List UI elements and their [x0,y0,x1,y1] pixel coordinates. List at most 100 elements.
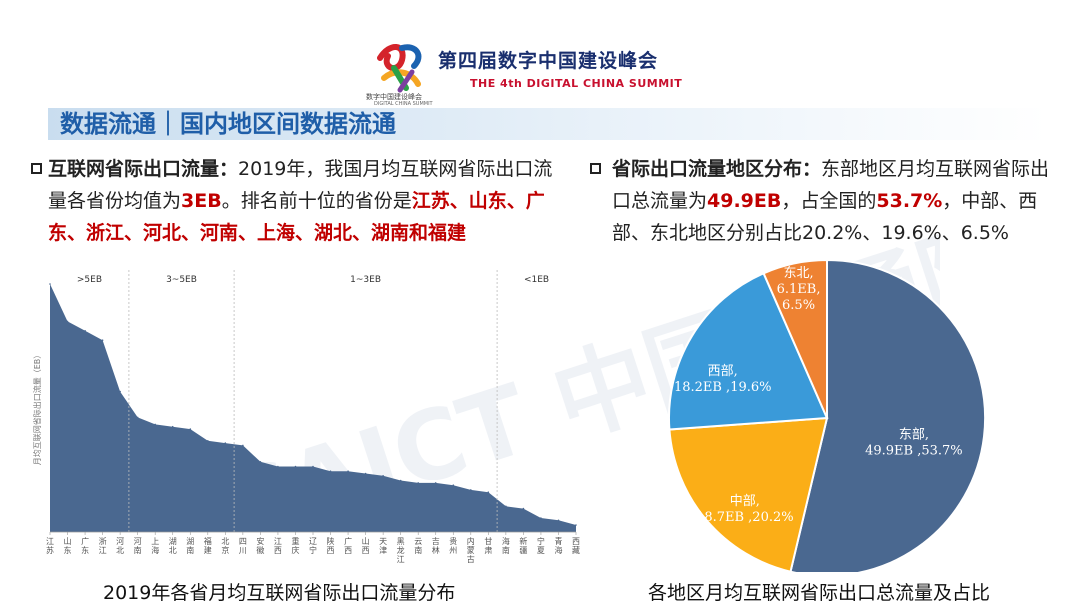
logo-subtitle-en: DIGITAL CHINA SUMMIT [374,101,433,107]
data-point [575,524,577,526]
x-tick-label: 宁夏 [537,536,545,555]
x-tick-label: 黑龙江 [397,537,405,564]
x-tick-label: 天津 [379,537,387,555]
band-label: 1~3EB [350,275,381,285]
pie-slice-label: 东部, 49.9EB ,53.7% [865,427,963,458]
x-tick-label: 山东 [64,536,72,555]
left-chart-caption: 2019年各省月均互联网省际出口流量分布 [103,582,456,604]
data-point [364,472,367,475]
data-point [66,320,69,323]
data-point [522,507,525,510]
data-point [294,465,297,468]
band-label: >5EB [77,275,102,285]
bullet-square-icon [31,163,42,174]
data-point [540,517,542,519]
east-value: 49.9EB [707,190,782,212]
pie-slice-label: 东北, 6.1EB, 6.5% [777,266,821,313]
data-point [557,519,560,522]
pie-slice [762,258,828,419]
x-tick-label: 河北 [116,536,124,555]
data-point [84,330,86,332]
left-text-1: 2019年，我国月均互联网省际出口流量各省份均值为 [48,158,553,212]
data-point [505,505,507,508]
right-text-1: 东部地区月均互联网省际出口总流量为 [612,158,1050,212]
x-tick-label: 西藏 [572,537,580,555]
x-tick-label: 湖北 [169,537,177,555]
data-point [207,440,209,442]
avg-value: 3EB [181,190,222,212]
pie-slice [667,271,829,431]
left-text-2: 。排名前十位的省份是 [221,190,412,212]
band-label: <1EB [524,275,549,285]
data-point [347,470,349,472]
x-tick-label: 湖南 [186,537,194,555]
page-title: 数据流通｜国内地区间数据流通 [60,110,396,138]
summit-title-en: THE 4th DIGITAL CHINA SUMMIT [470,77,683,90]
x-tick-label: 江苏 [46,537,54,555]
title-bar [48,108,1048,140]
data-point [224,442,227,444]
data-point [119,390,121,393]
top10-list: 江苏、山东、广东、浙江、河北、河南、上海、湖北、湖南和福建 [48,190,545,244]
x-tick-label: 浙江 [99,536,107,555]
summit-title-cn: 第四届数字中国建设峰会 [438,50,659,72]
data-point [259,461,262,463]
x-tick-label: 广东 [81,536,89,555]
x-tick-label: 新疆 [519,536,527,555]
province-area-chart: 月均互联网省际出口流量（EB） >5EB 3~5EB 1~3EB <1EB 江苏山东广东浙… [32,270,580,564]
data-point [452,484,455,486]
x-tick-label: 辽宁 [309,537,317,555]
x-tick-label: 北京 [221,537,229,555]
x-tick-label: 安徽 [256,536,264,555]
x-tick-label: 江西 [274,537,282,555]
data-point [382,475,384,477]
x-tick-label: 重庆 [291,536,299,555]
x-tick-label: 陕西 [327,536,335,555]
data-point [154,423,156,426]
right-text-3: ，中部、西部、东北地区分别占比20.2%、19.6%、6.5% [612,190,1038,244]
x-tick-label: 广西 [344,536,352,555]
data-point [487,491,490,493]
pie-slice-label: 西部, 18.2EB ,19.6% [674,364,772,395]
x-tick-label: 福建 [204,537,212,555]
data-point [242,444,244,447]
x-tick-label: 吉林 [432,537,440,555]
data-point [171,425,174,428]
right-chart-caption: 各地区月均互联网省际出口总流量及占比 [648,582,991,604]
data-point [434,482,437,484]
data-point [49,283,51,285]
x-tick-label: 上海 [151,537,159,555]
data-point [101,339,104,341]
data-point [136,416,139,419]
right-paragraph: 省际出口流量地区分布：东部地区月均互联网省际出口总流量为49.9EB，占全国的5… [612,153,1067,249]
data-point [399,479,402,482]
x-tick-label: 四川 [239,537,247,555]
x-tick-label: 海南 [502,536,510,555]
left-label: 互联网省际出口流量： [48,158,239,180]
data-point [470,489,472,491]
east-percent: 53.7% [876,190,943,212]
data-point [312,465,314,468]
pie-slice [668,416,829,572]
x-tick-label: 云南 [414,537,422,555]
data-point [189,428,192,430]
data-point [277,465,279,468]
x-tick-label: 甘肃 [484,536,492,555]
region-pie-chart: 东部, 49.9EB ,53.7% 中部, 18.7EB ,20.2% 西部, 18.2E… [667,258,987,572]
x-tick-label: 河南 [134,536,142,555]
right-text-2: ，占全国的 [781,190,877,212]
area-series [50,284,576,532]
logo-subtitle: 数字中国建设峰会 [366,93,422,101]
x-tick-label: 贵州 [449,536,457,555]
summit-logo-icon [377,44,422,93]
pie-slice [789,258,987,572]
left-paragraph: 互联网省际出口流量：2019年，我国月均互联网省际出口流量各省份均值为3EB。排… [48,153,570,249]
right-label: 省际出口流量地区分布： [612,158,822,180]
bullet-square-icon [590,163,601,174]
data-point [417,482,420,484]
band-label: 3~5EB [166,275,197,285]
x-tick-label: 内蒙古 [467,536,475,564]
y-axis-label: 月均互联网省际出口流量（EB） [32,351,42,466]
data-point [329,470,332,472]
x-tick-label: 山西 [362,536,370,555]
